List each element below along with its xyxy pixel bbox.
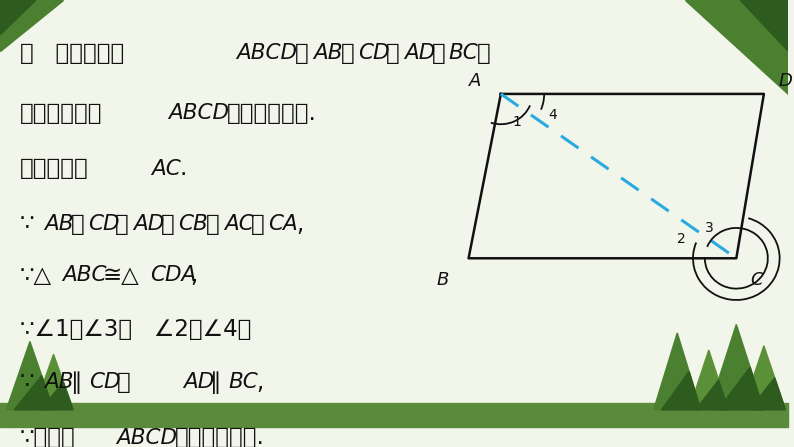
Text: 3: 3 xyxy=(705,221,714,236)
Polygon shape xyxy=(34,354,73,410)
Text: ＝: ＝ xyxy=(160,213,175,236)
Text: ，: ， xyxy=(295,42,309,65)
Text: 4: 4 xyxy=(548,108,557,122)
Text: ∥: ∥ xyxy=(210,371,222,393)
Text: 求证：四边形: 求证：四边形 xyxy=(20,101,102,125)
Polygon shape xyxy=(689,350,728,410)
Text: ∥: ∥ xyxy=(71,371,83,393)
Text: ,: , xyxy=(191,264,198,287)
Text: AC: AC xyxy=(224,214,253,234)
Text: 1: 1 xyxy=(513,115,522,129)
Polygon shape xyxy=(709,325,764,410)
Polygon shape xyxy=(696,380,728,410)
Text: AB: AB xyxy=(44,372,74,392)
Text: BC: BC xyxy=(229,372,258,392)
Text: 是平行四边形.: 是平行四边形. xyxy=(175,426,264,447)
Text: ABCD: ABCD xyxy=(168,103,229,123)
Text: ≅△: ≅△ xyxy=(102,264,139,287)
Polygon shape xyxy=(661,371,701,410)
Text: ,: , xyxy=(296,213,303,236)
Polygon shape xyxy=(6,342,53,410)
Polygon shape xyxy=(750,378,785,410)
Text: ∵△: ∵△ xyxy=(20,264,52,287)
Text: ＝: ＝ xyxy=(251,213,265,236)
Text: ABCD: ABCD xyxy=(237,43,297,63)
Text: ∵四边形: ∵四边形 xyxy=(20,426,75,447)
Polygon shape xyxy=(14,375,53,410)
Text: AC: AC xyxy=(151,159,181,179)
Text: C: C xyxy=(750,271,763,289)
Text: CD: CD xyxy=(88,214,120,234)
Text: B: B xyxy=(437,271,449,289)
Text: A: A xyxy=(468,72,481,90)
Text: 例   已知四边形: 例 已知四边形 xyxy=(20,42,124,65)
Text: ∵: ∵ xyxy=(20,371,34,393)
Text: D: D xyxy=(778,72,792,90)
Polygon shape xyxy=(40,382,73,410)
Text: CD: CD xyxy=(89,372,121,392)
Polygon shape xyxy=(0,0,63,51)
Text: ＝: ＝ xyxy=(341,42,355,65)
Text: ABCD: ABCD xyxy=(117,428,178,447)
Polygon shape xyxy=(0,0,36,34)
Text: ∵: ∵ xyxy=(20,213,34,236)
Text: CB: CB xyxy=(178,214,208,234)
Text: ，: ， xyxy=(117,371,160,393)
Text: CD: CD xyxy=(358,43,390,63)
Polygon shape xyxy=(742,346,785,410)
Polygon shape xyxy=(740,0,788,51)
Bar xyxy=(0,403,788,427)
Text: .: . xyxy=(179,157,187,180)
Text: CDA: CDA xyxy=(150,266,197,285)
Text: AB: AB xyxy=(314,43,343,63)
Text: ，: ， xyxy=(206,213,219,236)
Text: ∵∠1＝∠3，   ∠2＝∠4，: ∵∠1＝∠3， ∠2＝∠4， xyxy=(20,318,251,341)
Text: AD: AD xyxy=(133,214,164,234)
Text: ＝: ＝ xyxy=(71,213,85,236)
Text: ABC: ABC xyxy=(62,266,106,285)
Text: ，: ， xyxy=(477,42,491,65)
Text: BC: BC xyxy=(449,43,479,63)
Text: 是平行四边形.: 是平行四边形. xyxy=(227,101,317,125)
Text: AD: AD xyxy=(404,43,435,63)
Text: CA: CA xyxy=(268,214,299,234)
Text: 2: 2 xyxy=(677,232,686,246)
Polygon shape xyxy=(685,0,788,94)
Text: AB: AB xyxy=(44,214,74,234)
Text: 证明：连接: 证明：连接 xyxy=(20,157,88,180)
Text: ,: , xyxy=(256,371,263,393)
Text: ，: ， xyxy=(386,42,399,65)
Polygon shape xyxy=(653,333,701,410)
Text: ＝: ＝ xyxy=(432,42,445,65)
Polygon shape xyxy=(718,367,764,410)
Text: AD: AD xyxy=(183,372,214,392)
Text: ，: ， xyxy=(115,213,129,236)
